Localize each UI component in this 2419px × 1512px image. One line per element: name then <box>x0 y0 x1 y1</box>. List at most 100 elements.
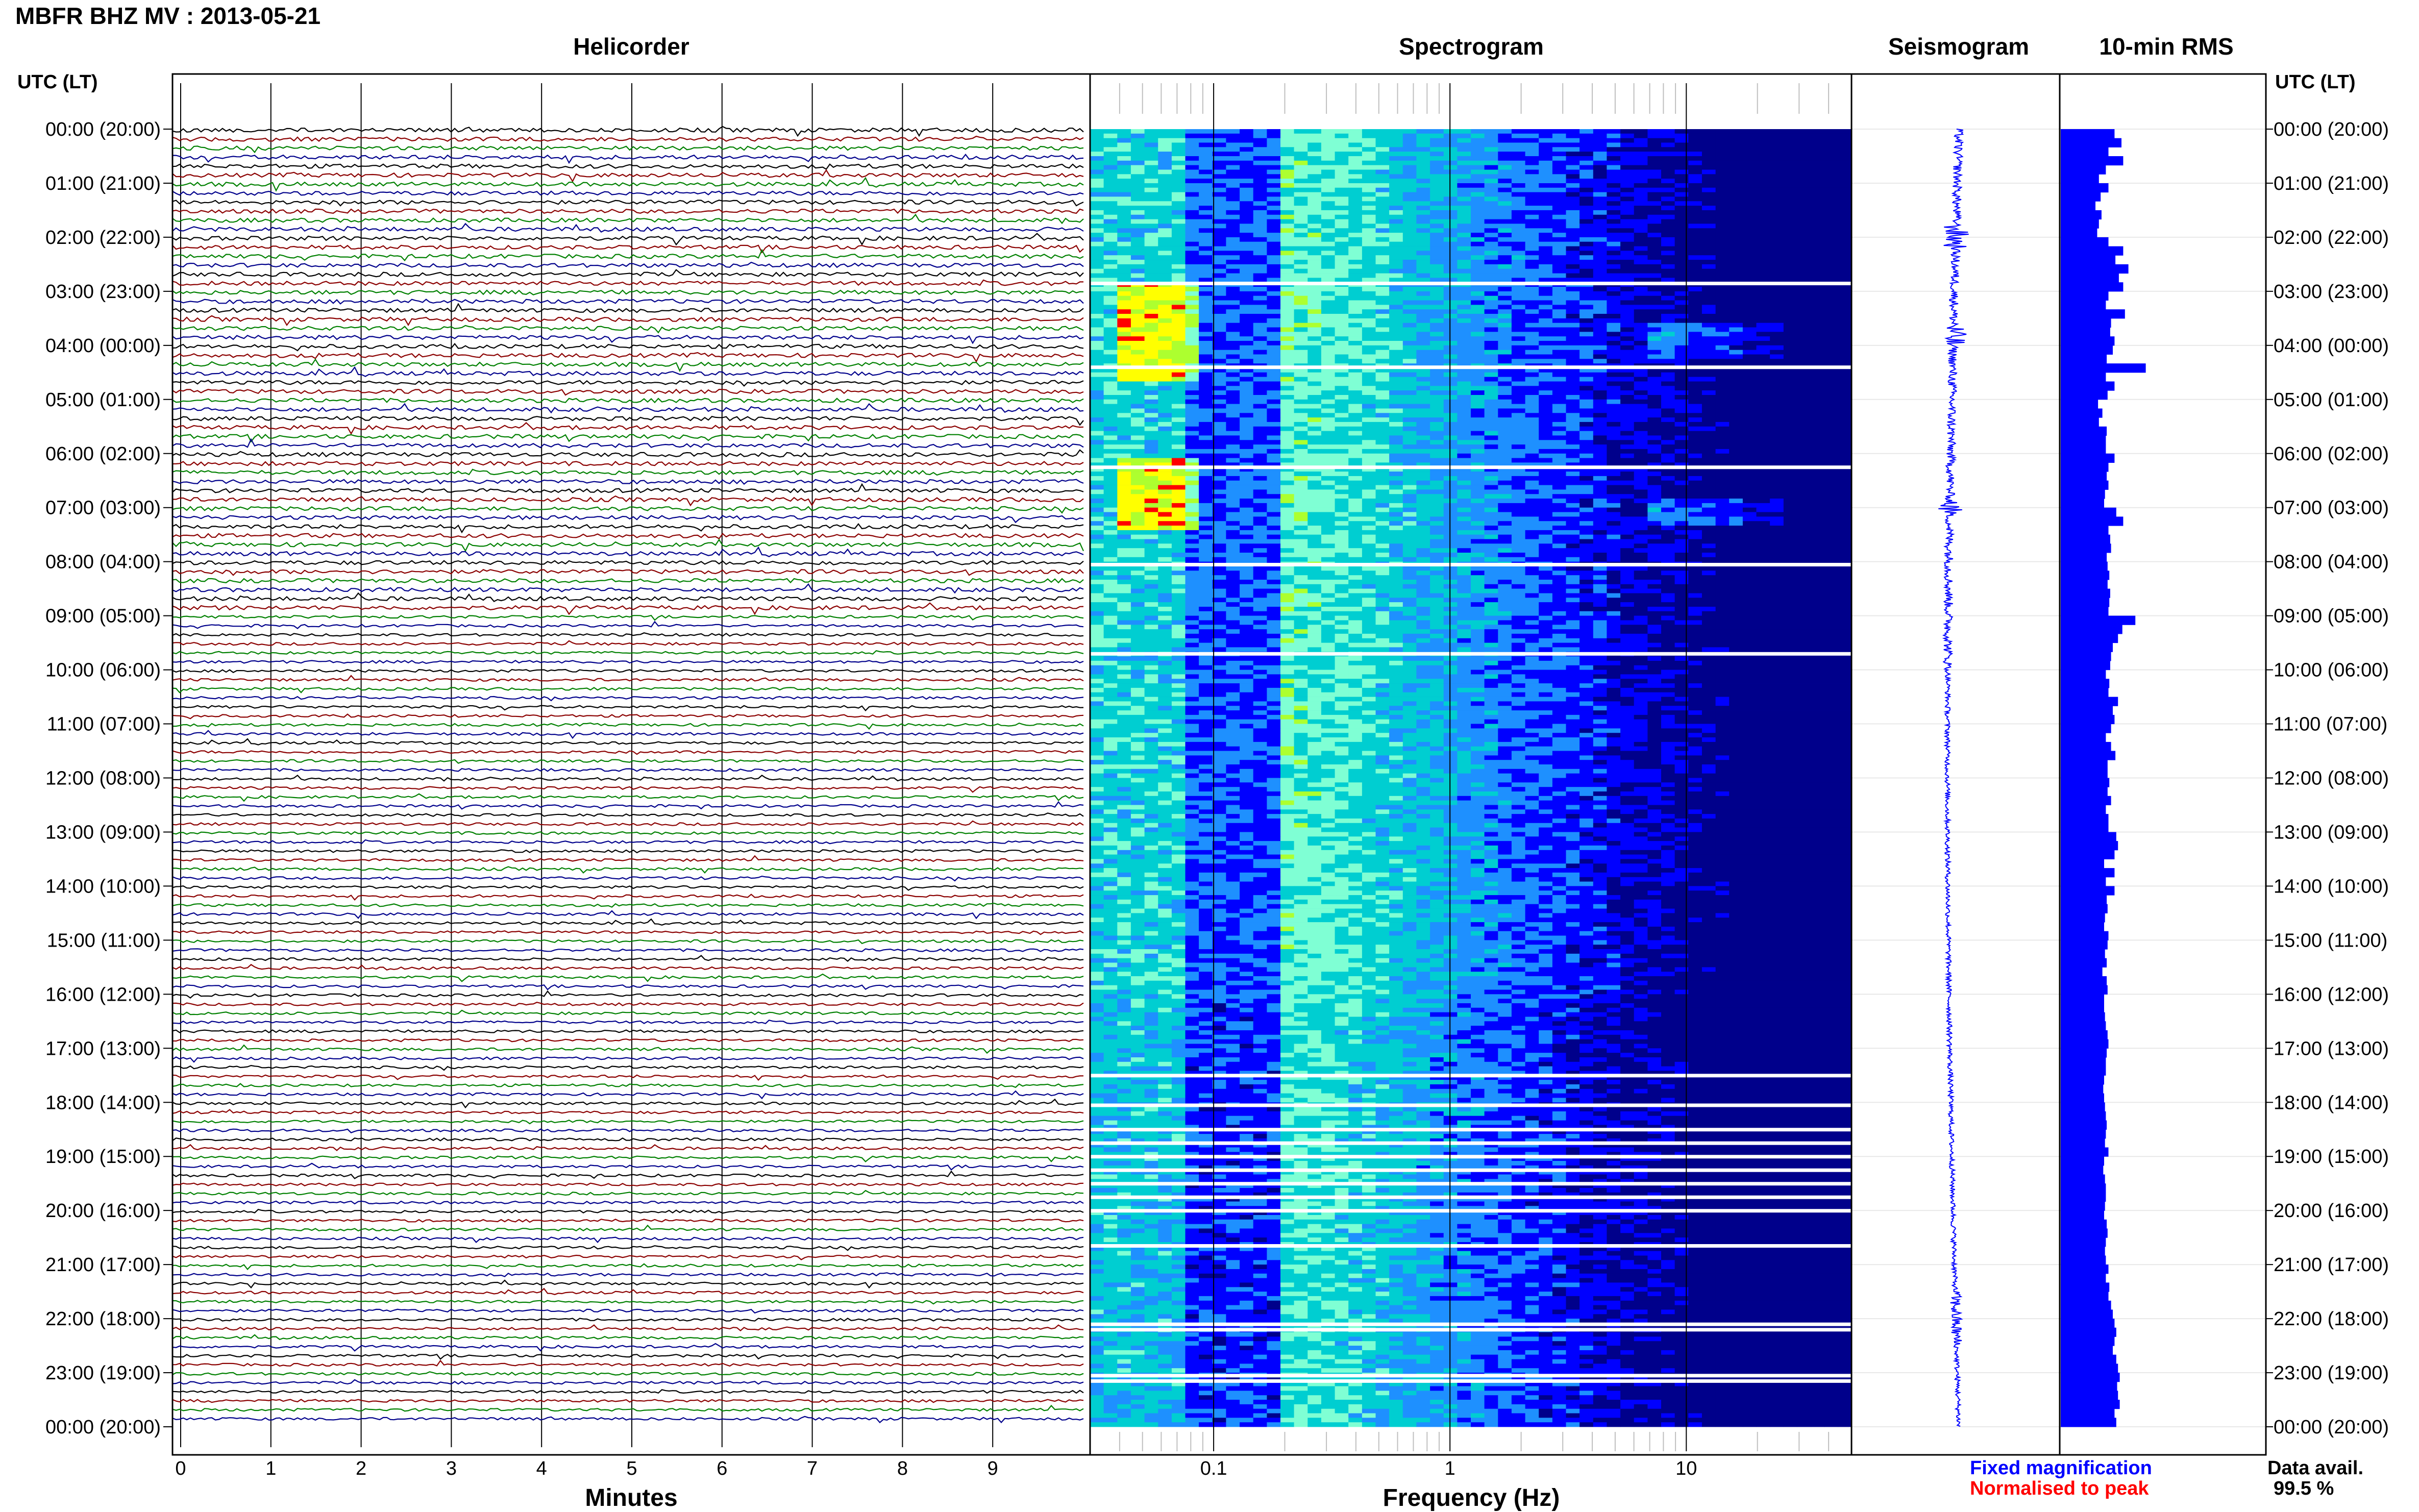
spectrogram-cell <box>1838 210 1852 215</box>
spectrogram-cell <box>1552 192 1567 197</box>
spectrogram-cell <box>1253 246 1267 251</box>
spectrogram-cell <box>1090 431 1104 436</box>
spectrogram-cell <box>1566 327 1580 332</box>
spectrogram-cell <box>1144 278 1158 283</box>
spectrogram-cell <box>1701 318 1716 324</box>
spectrogram-cell <box>1389 499 1403 504</box>
spectrogram-cell <box>1579 431 1594 436</box>
spectrogram-cell <box>1579 494 1594 499</box>
spectrogram-cell <box>1348 129 1363 134</box>
spectrogram-cell <box>1375 152 1390 157</box>
spectrogram-cell <box>1226 156 1240 161</box>
spectrogram-cell <box>1199 156 1213 161</box>
spectrogram-cell <box>1620 305 1635 310</box>
spectrogram-cell <box>1729 165 1743 170</box>
spectrogram-cell <box>1756 295 1770 301</box>
spectrogram-cell <box>1267 381 1281 386</box>
spectrogram-cell <box>1552 503 1567 508</box>
spectrogram-cell <box>1321 237 1336 242</box>
spectrogram-cell <box>1824 300 1838 305</box>
spectrogram-cell <box>1634 417 1648 423</box>
spectrogram-cell <box>1661 300 1675 305</box>
spectrogram-cell <box>1715 305 1730 310</box>
spectrogram-cell <box>1416 268 1430 274</box>
spectrogram-cell <box>1484 264 1498 269</box>
spectrogram-cell <box>1729 318 1743 324</box>
spectrogram-cell <box>1511 241 1526 246</box>
spectrogram-cell <box>1525 309 1539 314</box>
spectrogram-cell <box>1756 426 1770 431</box>
spectrogram-cell <box>1783 291 1797 296</box>
spectrogram-cell <box>1838 381 1852 386</box>
spectrogram-cell <box>1471 399 1485 404</box>
spectrogram-cell <box>1199 462 1213 467</box>
spectrogram-cell <box>1294 214 1308 219</box>
spectrogram-cell <box>1838 413 1852 418</box>
spectrogram-cell <box>1294 372 1308 377</box>
spectrogram-cell <box>1240 386 1254 391</box>
spectrogram-cell <box>1661 489 1675 494</box>
spectrogram-cell <box>1824 480 1838 485</box>
spectrogram-cell <box>1117 467 1131 472</box>
spectrogram-cell <box>1212 138 1226 143</box>
spectrogram-cell <box>1783 214 1797 219</box>
spectrogram-cell <box>1539 300 1553 305</box>
spectrogram-cell <box>1607 413 1621 418</box>
spectrogram-cell <box>1634 183 1648 188</box>
spectrogram-cell <box>1280 133 1295 138</box>
spectrogram-cell <box>1185 467 1199 472</box>
spectrogram-cell <box>1090 503 1104 508</box>
spectrogram-cell <box>1267 129 1281 134</box>
spectrogram-cell <box>1471 327 1485 332</box>
spectrogram-cell <box>1566 440 1580 445</box>
spectrogram-cell <box>1525 350 1539 355</box>
spectrogram-cell <box>1307 390 1322 395</box>
spectrogram-cell <box>1212 345 1226 350</box>
spectrogram-cell <box>1321 359 1336 364</box>
spectrogram-cell <box>1783 255 1797 260</box>
spectrogram-cell <box>1171 399 1186 404</box>
spectrogram-cell <box>1661 152 1675 157</box>
spectrogram-cell <box>1389 174 1403 179</box>
spectrogram-cell <box>1240 503 1254 508</box>
spectrogram-cell <box>1729 480 1743 485</box>
spectrogram-cell <box>1593 228 1607 233</box>
spectrogram-cell <box>1688 327 1702 332</box>
spectrogram-cell <box>1484 251 1498 256</box>
spectrogram-cell <box>1090 386 1104 391</box>
spectrogram-cell <box>1362 336 1376 341</box>
spectrogram-cell <box>1348 417 1363 423</box>
spectrogram-cell <box>1674 206 1689 211</box>
spectrogram-cell <box>1797 516 1811 522</box>
spectrogram-cell <box>1457 503 1471 508</box>
spectrogram-cell <box>1103 449 1118 454</box>
spectrogram-cell <box>1130 323 1145 328</box>
spectrogram-cell <box>1226 372 1240 377</box>
spectrogram-cell <box>1539 323 1553 328</box>
spectrogram-cell <box>1471 133 1485 138</box>
spectrogram-cell <box>1348 138 1363 143</box>
spectrogram-cell <box>1389 219 1403 224</box>
spectrogram-cell <box>1552 480 1567 485</box>
spectrogram-cell <box>1661 413 1675 418</box>
spectrogram-cell <box>1103 516 1118 522</box>
spectrogram-cell <box>1335 305 1349 310</box>
spectrogram-cell <box>1430 368 1444 373</box>
spectrogram-cell <box>1457 404 1471 409</box>
spectrogram-cell <box>1402 417 1417 423</box>
spectrogram-cell <box>1117 499 1131 504</box>
spectrogram-cell <box>1457 295 1471 301</box>
spectrogram-cell <box>1756 300 1770 305</box>
spectrogram-cell <box>1158 417 1172 423</box>
spectrogram-cell <box>1729 426 1743 431</box>
spectrogram-cell <box>1579 228 1594 233</box>
spectrogram-cell <box>1634 156 1648 161</box>
spectrogram-cell <box>1389 183 1403 188</box>
spectrogram-cell <box>1090 359 1104 364</box>
spectrogram-cell <box>1307 241 1322 246</box>
spectrogram-cell <box>1294 377 1308 382</box>
spectrogram-cell <box>1715 278 1730 283</box>
spectrogram-cell <box>1402 251 1417 256</box>
spectrogram-cell <box>1212 165 1226 170</box>
spectrogram-cell <box>1212 224 1226 229</box>
